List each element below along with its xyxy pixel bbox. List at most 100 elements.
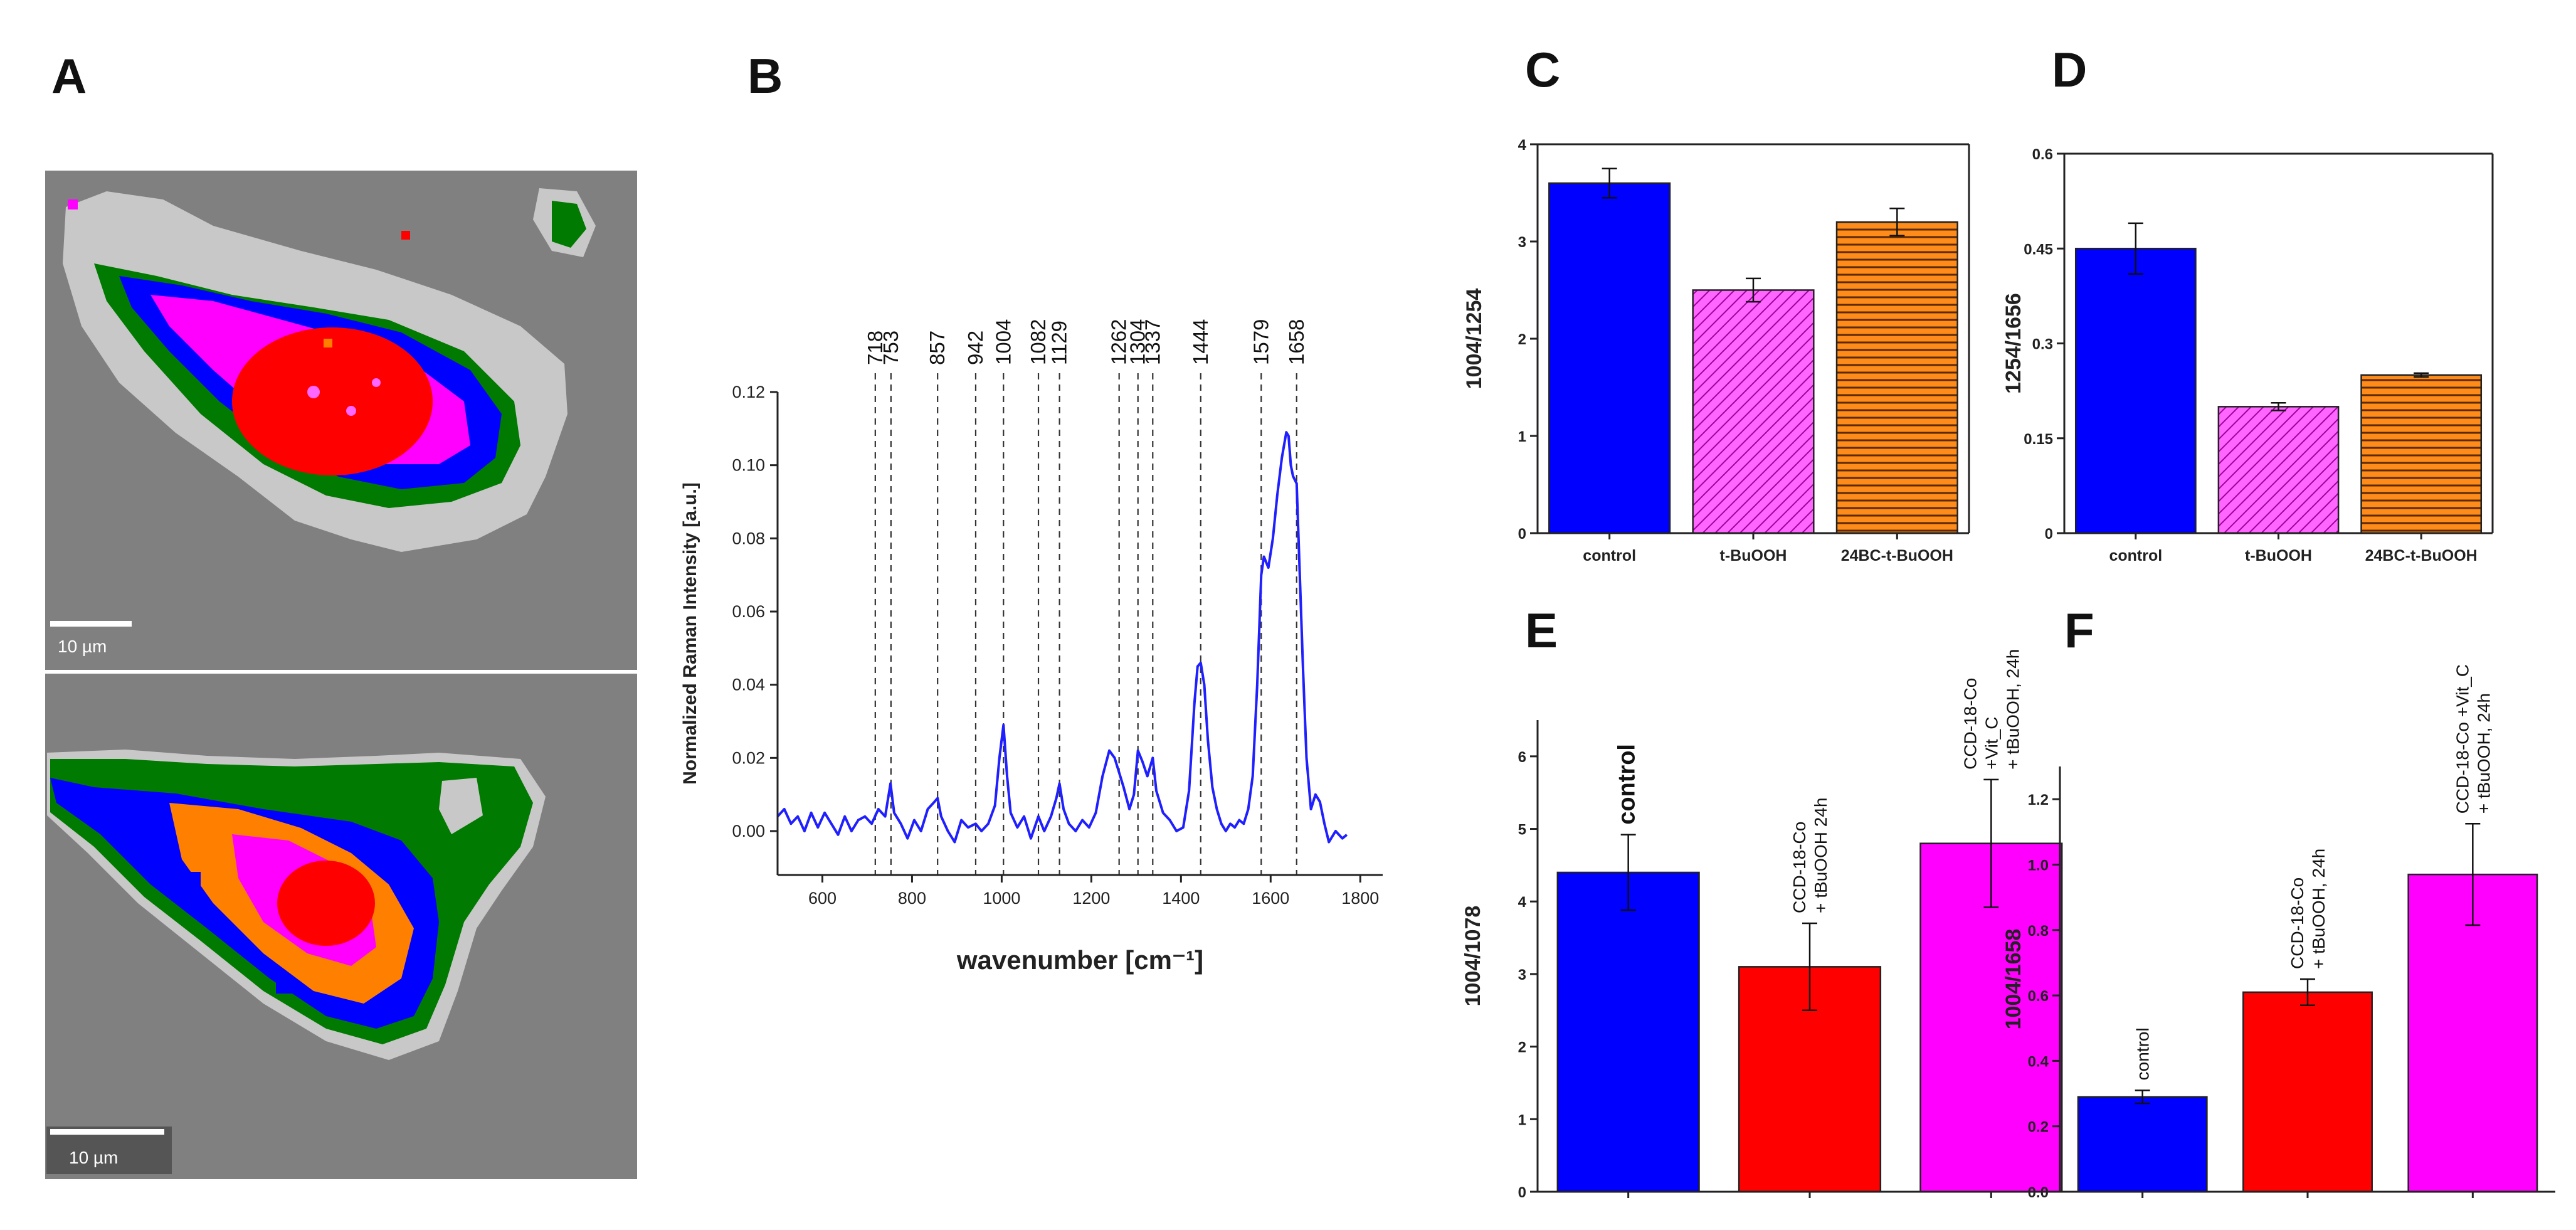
- peak-label: 718: [863, 331, 887, 365]
- y-tick-label: 0.2: [2028, 1119, 2049, 1136]
- peak-label: 1082: [1027, 319, 1050, 365]
- y-tick-label: 1: [1518, 1111, 1526, 1128]
- x-axis-title: wavenumber [cm⁻¹]: [956, 945, 1203, 975]
- y-tick-label: 0.8: [2028, 923, 2049, 940]
- peak-label: 1004: [991, 319, 1015, 365]
- x-tick-label: 1600: [1252, 889, 1289, 908]
- cell-image-top: 10 µm: [45, 171, 637, 670]
- category-label: +Vit_C: [1982, 717, 2001, 770]
- category-label: 24BC-t-BuOOH: [1841, 547, 1953, 565]
- panel-label-c: C: [1525, 42, 1560, 97]
- y-axis-title: 1004/1658: [2002, 929, 2025, 1030]
- x-tick-label: 1200: [1072, 889, 1110, 908]
- peak-label: 1444: [1189, 319, 1212, 365]
- bar: [2360, 374, 2483, 534]
- cell-image-bottom: 10 µm: [45, 674, 637, 1179]
- bar: [1556, 871, 1700, 1193]
- y-tick-label: 6: [1518, 749, 1526, 766]
- bar: [2242, 991, 2373, 1193]
- y-tick-label: 0.00: [732, 822, 765, 840]
- y-tick-label: 0.4: [2028, 1053, 2049, 1070]
- y-axis-title: 1004/1078: [1461, 906, 1485, 1007]
- peak-label: 1262: [1107, 319, 1131, 365]
- peak-label: 1658: [1285, 319, 1308, 365]
- y-tick-label: 2: [1518, 1039, 1526, 1056]
- y-axis-title: 1004/1254: [1462, 289, 1486, 390]
- panel-label-a: A: [51, 48, 87, 103]
- y-tick-label: 5: [1518, 822, 1526, 839]
- category-label: + tBuOOH, 24h: [2474, 693, 2493, 814]
- category-label: CCD-18-Co +Vit_C: [2452, 664, 2472, 814]
- category-label: + tBuOOH, 24h: [2003, 649, 2022, 770]
- y-tick-label: 0: [1518, 1184, 1526, 1201]
- panel-label-b: B: [747, 48, 783, 103]
- y-tick-label: 3: [1518, 234, 1526, 251]
- panel-label-d: D: [2052, 42, 2087, 97]
- x-tick-label: 1000: [983, 889, 1020, 908]
- y-tick-label: 0.02: [732, 748, 765, 767]
- x-tick-label: 1800: [1341, 889, 1379, 908]
- y-tick-label: 0.45: [2024, 241, 2053, 258]
- y-tick-label: 1.0: [2028, 857, 2049, 874]
- panel-label-e: E: [1525, 603, 1558, 658]
- category-label: control: [1583, 547, 1636, 565]
- peak-label: 1337: [1141, 319, 1164, 365]
- bar-chart-d: control t-BuOOH 24BC-t-BuOOH 0 0.15 0.3 0.45 0.…: [2002, 146, 2494, 565]
- y-tick-label: 0.6: [2032, 146, 2053, 163]
- x-tick-label: 600: [808, 889, 837, 908]
- peak-label: 753: [879, 331, 902, 365]
- category-label: CCD-18-Co: [1790, 822, 1809, 913]
- y-tick-label: 2: [1518, 331, 1526, 348]
- category-label: 24BC-t-BuOOH: [2365, 547, 2478, 565]
- category-label: CCD-18-Co: [2288, 877, 2307, 969]
- y-tick-label: 4: [1518, 137, 1527, 154]
- bar: [2407, 873, 2538, 1193]
- y-axis-title: 1254/1656: [2002, 293, 2025, 394]
- peak-label: 1129: [1048, 321, 1071, 365]
- y-tick-label: 0: [1518, 526, 1526, 543]
- y-tick-label: 0.3: [2032, 336, 2053, 353]
- peak-label: 1304: [1126, 319, 1149, 365]
- scale-bar-label-top: 10 µm: [58, 637, 107, 656]
- peak-label: 857: [926, 331, 949, 365]
- y-tick-label: 1: [1518, 428, 1526, 445]
- spectrum-line: [776, 431, 1348, 844]
- y-tick-label: 0.0: [2028, 1184, 2049, 1201]
- category-label: control: [2109, 547, 2162, 565]
- y-tick-label: 0.6: [2028, 988, 2049, 1005]
- bar: [2217, 406, 2340, 534]
- y-tick-label: 4: [1518, 894, 1527, 911]
- category-label: + tBuOOH, 24h: [2309, 849, 2328, 969]
- bar: [1548, 182, 1671, 534]
- y-tick-label: 0.04: [732, 676, 765, 694]
- bar-chart-c: control t-BuOOH 24BC-t-BuOOH 0 1 2 3 4 1004/1254: [1462, 137, 1970, 565]
- bar: [1835, 221, 1958, 534]
- y-axis-title: Normalized Raman Intensity [a.u.]: [680, 482, 700, 785]
- y-tick-label: 0: [2045, 526, 2053, 543]
- y-tick-label: 0.06: [732, 602, 765, 621]
- category-label: CCD-18-Co: [1960, 678, 1980, 770]
- x-tick-label: 1400: [1162, 889, 1200, 908]
- y-tick-label: 0.15: [2024, 431, 2053, 448]
- y-tick-label: 0.12: [732, 383, 765, 401]
- category-label: t-BuOOH: [1720, 547, 1787, 565]
- y-tick-label: 0.08: [732, 529, 765, 548]
- scale-bar-label-bottom: 10 µm: [69, 1148, 118, 1167]
- category-label: control: [2133, 1027, 2153, 1080]
- x-tick-label: 800: [898, 889, 926, 908]
- y-tick-label: 1.2: [2028, 792, 2049, 809]
- bar: [2077, 1096, 2208, 1193]
- peak-label: 942: [964, 331, 987, 365]
- bar: [1692, 289, 1815, 534]
- category-label: control: [1614, 744, 1640, 825]
- peak-label: 1579: [1249, 319, 1272, 365]
- panel-label-f: F: [2064, 603, 2094, 658]
- category-label: t-BuOOH: [2245, 547, 2312, 565]
- y-tick-label: 0.10: [732, 456, 765, 475]
- bar: [2074, 248, 2197, 534]
- y-tick-label: 3: [1518, 967, 1526, 983]
